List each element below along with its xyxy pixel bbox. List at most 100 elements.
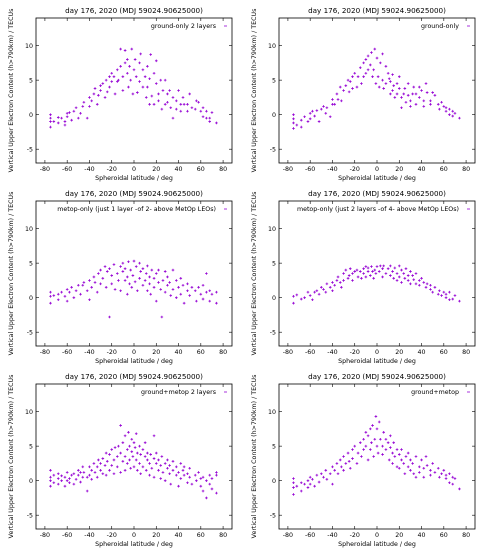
data-point <box>108 75 111 78</box>
data-point <box>104 286 108 289</box>
data-point <box>126 292 129 296</box>
data-point <box>169 106 173 110</box>
data-point <box>186 289 189 293</box>
data-point <box>303 482 306 486</box>
data-point <box>433 286 437 289</box>
data-point <box>126 448 129 451</box>
data-point <box>208 299 212 303</box>
data-point <box>138 277 141 280</box>
chart-panel-4: day 176, 2020 (MDJ 59024.90625000) -80 -60… <box>251 189 476 365</box>
data-point <box>159 477 163 480</box>
data-point <box>90 286 93 289</box>
x-axis-label: Spheroidal latitude / deg <box>338 358 416 365</box>
legend-label: ground+metop 2 layers <box>141 389 216 396</box>
data-point <box>88 105 91 108</box>
data-point <box>79 111 82 115</box>
data-point <box>175 296 178 299</box>
data-point <box>397 264 401 268</box>
data-point <box>387 77 391 81</box>
data-point <box>193 473 197 477</box>
data-point <box>342 272 345 275</box>
x-tick-label: 60 <box>197 166 205 173</box>
data-point <box>199 477 203 480</box>
data-point <box>166 458 169 462</box>
data-point <box>138 261 141 265</box>
data-point <box>65 471 69 474</box>
x-tick-label: 0 <box>375 166 379 173</box>
data-point <box>157 281 160 284</box>
data-point <box>110 274 114 277</box>
data-point <box>411 274 414 277</box>
data-point <box>105 270 109 273</box>
data-point <box>52 120 56 123</box>
data-point <box>126 58 129 61</box>
data-point <box>381 78 384 82</box>
data-point <box>322 105 325 108</box>
data-point <box>369 448 372 451</box>
data-point <box>418 96 421 99</box>
data-point <box>127 85 130 89</box>
data-point <box>442 469 446 472</box>
x-tick-label: -40 <box>84 532 94 539</box>
data-point <box>418 471 421 474</box>
data-point <box>208 289 212 293</box>
y-tick-label: 10 <box>268 226 276 233</box>
chart-panel-5: day 176, 2020 (MDJ 59024.90625000) -80 -60… <box>8 372 233 548</box>
data-point <box>360 82 363 85</box>
data-point <box>369 427 372 431</box>
data-point <box>70 118 73 122</box>
plot-frame <box>278 383 476 530</box>
data-point <box>171 469 175 472</box>
data-point <box>188 294 191 297</box>
data-point <box>451 114 455 118</box>
data-point <box>436 103 440 106</box>
data-point <box>429 469 432 472</box>
data-point <box>411 462 414 465</box>
chart-title: day 176, 2020 (MDJ 59024.90625000) <box>308 6 446 15</box>
data-point <box>328 286 332 289</box>
data-point <box>132 441 136 444</box>
data-point <box>295 123 299 127</box>
y-axis-label: Vertical Upper Electron Content (h>790km… <box>8 375 15 539</box>
data-point <box>438 475 441 479</box>
data-point <box>205 496 208 500</box>
data-point <box>110 80 114 83</box>
data-point <box>397 87 401 90</box>
x-tick-label: -40 <box>327 166 337 173</box>
data-point <box>395 465 399 469</box>
data-point <box>393 266 397 270</box>
data-point <box>346 451 350 455</box>
data-point <box>315 109 319 112</box>
x-tick-label: 60 <box>197 349 205 356</box>
data-point <box>179 109 183 113</box>
data-point <box>389 274 392 277</box>
y-tick-label: 0 <box>272 295 276 302</box>
data-point <box>72 472 76 476</box>
data-point <box>362 448 365 451</box>
data-point <box>444 296 448 299</box>
data-point <box>356 275 360 279</box>
data-point <box>360 455 363 458</box>
data-point <box>448 107 451 111</box>
data-point <box>63 475 67 479</box>
data-point <box>175 99 178 103</box>
data-point <box>115 272 119 275</box>
data-point <box>163 270 167 273</box>
data-point <box>197 100 200 104</box>
chart-panel-2: day 176, 2020 (MDJ 59024.90625000) -80 -60… <box>251 6 476 182</box>
x-tick-label: 20 <box>395 532 403 539</box>
data-point <box>90 477 93 481</box>
data-point <box>79 292 82 296</box>
data-point <box>448 290 451 294</box>
data-point <box>381 444 384 448</box>
data-point <box>375 427 379 431</box>
data-point <box>458 299 461 303</box>
data-point <box>179 277 183 280</box>
data-point <box>344 462 348 465</box>
x-tick-label: 40 <box>175 349 183 356</box>
data-point <box>150 94 154 98</box>
data-point <box>68 481 71 485</box>
data-point <box>152 475 156 479</box>
data-point <box>154 299 158 303</box>
data-point <box>395 272 399 275</box>
